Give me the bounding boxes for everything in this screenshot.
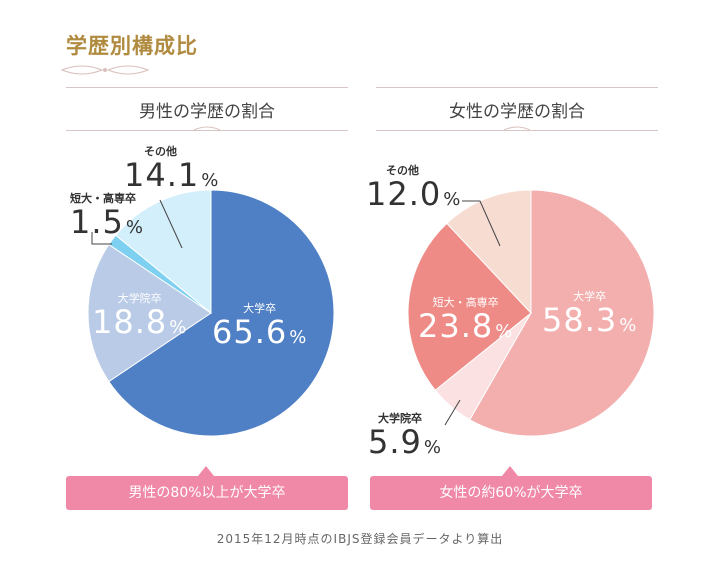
male-slice-university [108, 189, 335, 437]
callout-pointer [198, 466, 214, 476]
female-label-junior-college: 短大・高専卒 23.8% [418, 296, 514, 345]
header-ornament [503, 126, 531, 131]
footnote: 2015年12月時点のIBJS登録会員データより算出 [216, 532, 504, 546]
male-label-other: その他 14.1% [124, 145, 220, 194]
male-leader-junior-college [91, 232, 112, 245]
female-label-other: その他 12.0% [366, 164, 462, 213]
female-chart-header: 女性の学歴の割合 [376, 87, 658, 131]
female-slice-other [446, 189, 532, 315]
male-leader-other [159, 199, 183, 249]
male-callout: 男性の80%以上が大学卒 [66, 466, 348, 510]
male-chart-header: 男性の学歴の割合 [66, 87, 348, 131]
header-ornament [193, 126, 221, 131]
female-leader-graduate [444, 399, 461, 426]
male-slice-graduate [87, 243, 212, 383]
female-slice-university [469, 189, 655, 437]
female-leader-other [462, 200, 501, 247]
female-label-university: 大学卒 58.3% [542, 290, 638, 339]
female-chart-title: 女性の学歴の割合 [449, 102, 585, 122]
male-chart-title: 男性の学歴の割合 [139, 102, 275, 122]
female-callout: 女性の約60%が大学卒 [370, 466, 652, 510]
female-slice-junior-college [407, 222, 532, 391]
male-slice-other [115, 189, 212, 315]
callout-pointer [502, 466, 518, 476]
male-label-graduate: 大学院卒 18.8% [92, 292, 188, 341]
page-title: 学歴別構成比 [66, 34, 198, 58]
male-label-university: 大学卒 65.6% [212, 302, 308, 351]
title-ornament [60, 65, 150, 75]
male-label-junior-college: 短大・高専卒 1.5% [70, 192, 144, 241]
female-label-graduate: 大学院卒 5.9% [368, 412, 442, 461]
